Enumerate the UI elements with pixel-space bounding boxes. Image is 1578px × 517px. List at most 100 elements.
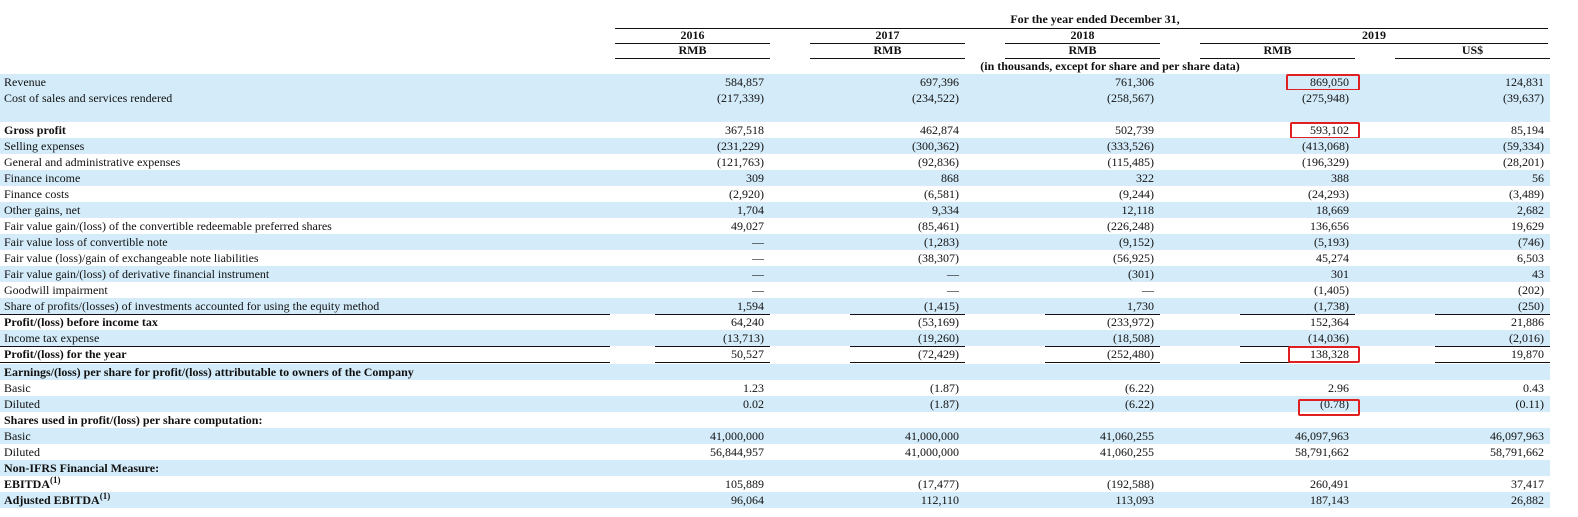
cell: (72,429) bbox=[918, 347, 959, 361]
cell: (115,485) bbox=[1107, 155, 1154, 169]
rule bbox=[615, 58, 770, 59]
rule bbox=[850, 314, 965, 315]
cell: 187,143 bbox=[1310, 493, 1349, 507]
rule bbox=[1045, 362, 1160, 363]
cell: 19,870 bbox=[1511, 347, 1544, 361]
band bbox=[0, 106, 1550, 122]
band bbox=[0, 202, 1550, 218]
cell: (413,068) bbox=[1302, 139, 1349, 153]
cell: — bbox=[947, 267, 959, 281]
cell: 46,097,963 bbox=[1295, 429, 1349, 443]
cell: 112,110 bbox=[920, 493, 959, 507]
rule bbox=[850, 362, 965, 363]
cell: 2,682 bbox=[1517, 203, 1544, 217]
cell: (258,567) bbox=[1107, 91, 1154, 105]
row-label: Fair value loss of convertible note bbox=[4, 235, 168, 249]
cell: (275,948) bbox=[1302, 91, 1349, 105]
cell: 138,328 bbox=[1310, 347, 1349, 361]
cell: 56 bbox=[1532, 171, 1544, 185]
cell: (2,920) bbox=[729, 187, 764, 201]
cell: (14,036) bbox=[1308, 331, 1349, 345]
row-label: Finance costs bbox=[4, 187, 69, 201]
year-header: 2016 bbox=[680, 28, 705, 42]
rule bbox=[1435, 314, 1550, 315]
cell: 105,889 bbox=[725, 477, 764, 491]
currency-header: RMB bbox=[873, 43, 902, 57]
currency-header: RMB bbox=[678, 43, 707, 57]
cell: 18,669 bbox=[1316, 203, 1349, 217]
cell: 58,791,662 bbox=[1295, 445, 1349, 459]
footnote-mark: (1) bbox=[99, 491, 111, 501]
cell: 1.23 bbox=[743, 381, 764, 395]
cell: 49,027 bbox=[731, 219, 764, 233]
cell: (192,588) bbox=[1107, 477, 1154, 491]
row-label: Shares used in profit/(loss) per share c… bbox=[4, 413, 263, 427]
cell: 260,491 bbox=[1310, 477, 1349, 491]
cell: (233,972) bbox=[1107, 315, 1154, 329]
band bbox=[0, 364, 1550, 380]
band bbox=[0, 170, 1550, 186]
cell: (19,260) bbox=[918, 331, 959, 345]
cell: (2,016) bbox=[1509, 331, 1544, 345]
cell: (28,201) bbox=[1503, 155, 1544, 169]
highlight-box bbox=[1288, 346, 1360, 363]
cell: 12,118 bbox=[1121, 203, 1154, 217]
cell: 1,594 bbox=[737, 299, 764, 313]
cell: 1,730 bbox=[1127, 299, 1154, 313]
header-title: For the year ended December 31, bbox=[1010, 12, 1180, 26]
cell: (38,307) bbox=[918, 251, 959, 265]
year-header: 2018 bbox=[1070, 28, 1095, 42]
cell: 136,656 bbox=[1310, 219, 1349, 233]
cell: 0.43 bbox=[1523, 381, 1544, 395]
cell: (6,581) bbox=[924, 187, 959, 201]
row-label: Diluted bbox=[4, 397, 40, 411]
rule bbox=[810, 58, 965, 59]
row-label: Selling expenses bbox=[4, 139, 85, 153]
cell: 85,194 bbox=[1511, 123, 1544, 137]
unit-note: (in thousands, except for share and per … bbox=[980, 59, 1240, 73]
cell: 43 bbox=[1532, 267, 1544, 281]
rule bbox=[615, 43, 770, 44]
rule bbox=[655, 314, 770, 315]
cell: (0.11) bbox=[1515, 397, 1544, 411]
band bbox=[0, 460, 1550, 476]
row-label: Basic bbox=[4, 429, 31, 443]
rule bbox=[850, 346, 965, 347]
cell: 869,050 bbox=[1310, 75, 1349, 89]
band bbox=[0, 74, 1550, 90]
row-label: Income tax expense bbox=[4, 331, 100, 345]
row-label: Basic bbox=[4, 381, 31, 395]
cell: (121,763) bbox=[717, 155, 764, 169]
rule bbox=[1005, 43, 1160, 44]
cell: (217,339) bbox=[717, 91, 764, 105]
cell: — bbox=[1142, 283, 1154, 297]
cell: 462,874 bbox=[920, 123, 959, 137]
band bbox=[0, 90, 1550, 106]
cell: (9,152) bbox=[1119, 235, 1154, 249]
highlight-box bbox=[1286, 74, 1360, 91]
row-label: Share of profits/(losses) of investments… bbox=[4, 299, 380, 313]
cell: 113,093 bbox=[1115, 493, 1154, 507]
currency-header: US$ bbox=[1461, 43, 1484, 57]
cell: (3,489) bbox=[1509, 187, 1544, 201]
cell: (17,477) bbox=[918, 477, 959, 491]
band bbox=[0, 298, 1550, 314]
row-label: Profit/(loss) for the year bbox=[4, 347, 127, 361]
cell: 41,060,255 bbox=[1100, 429, 1154, 443]
year-header: 2017 bbox=[875, 28, 900, 42]
cell: 50,527 bbox=[731, 347, 764, 361]
cell: — bbox=[752, 235, 764, 249]
cell: 96,064 bbox=[731, 493, 764, 507]
row-label: Profit/(loss) before income tax bbox=[4, 315, 158, 329]
cell: (1,738) bbox=[1314, 299, 1349, 313]
rule bbox=[1045, 346, 1160, 347]
cell: (1,415) bbox=[924, 299, 959, 313]
row-label: Non-IFRS Financial Measure: bbox=[4, 461, 160, 475]
rule bbox=[655, 362, 770, 363]
rule bbox=[1200, 58, 1355, 59]
band bbox=[0, 234, 1550, 250]
footnote-mark: (1) bbox=[50, 475, 61, 485]
row-label: Fair value (loss)/gain of exchangeable n… bbox=[4, 251, 259, 265]
row-label: Cost of sales and services rendered bbox=[4, 91, 173, 105]
rule bbox=[1395, 58, 1550, 59]
